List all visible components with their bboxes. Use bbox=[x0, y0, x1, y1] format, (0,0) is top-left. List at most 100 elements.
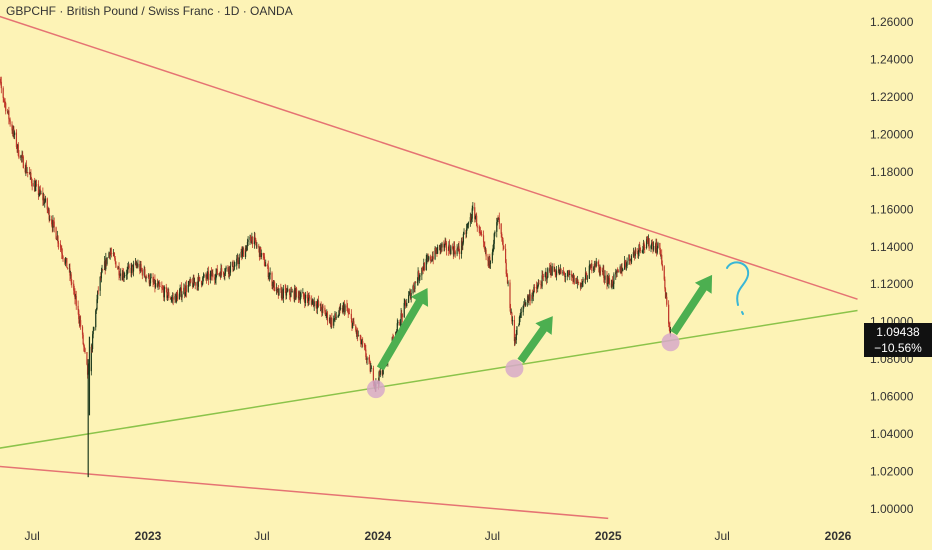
candle-body bbox=[440, 244, 442, 248]
candle-body bbox=[187, 285, 189, 292]
candle-body bbox=[599, 267, 601, 274]
candle-body bbox=[170, 299, 172, 300]
candle-body bbox=[494, 231, 496, 234]
candle-body bbox=[42, 193, 44, 201]
candle-body bbox=[559, 268, 561, 270]
candle-body bbox=[220, 268, 222, 278]
candle-body bbox=[497, 217, 499, 220]
candle-body bbox=[608, 278, 610, 284]
candle-body bbox=[311, 299, 313, 305]
candle-body bbox=[479, 231, 482, 233]
candle-body bbox=[474, 207, 476, 219]
candle-body bbox=[483, 242, 485, 247]
candle-body bbox=[485, 249, 487, 257]
x-tick-label: 2025 bbox=[595, 529, 622, 543]
candle-body bbox=[462, 242, 464, 246]
candle-body bbox=[99, 276, 101, 291]
candle-body bbox=[132, 264, 135, 272]
candle-body bbox=[121, 273, 123, 280]
candle-body bbox=[427, 258, 429, 260]
candle-body bbox=[616, 270, 618, 274]
candle-body bbox=[174, 295, 176, 300]
candle-body bbox=[399, 321, 401, 326]
candle-body bbox=[65, 258, 67, 261]
candle-body bbox=[249, 236, 251, 240]
candle-body bbox=[642, 249, 644, 251]
arrow-shape bbox=[376, 287, 429, 371]
candle-body bbox=[406, 302, 408, 307]
candle-body bbox=[603, 269, 605, 279]
candle-body bbox=[26, 172, 28, 173]
candle-body bbox=[650, 245, 652, 249]
candle-body bbox=[557, 269, 560, 272]
candle-body bbox=[465, 232, 467, 234]
candle-body bbox=[185, 285, 188, 292]
candle-body bbox=[178, 292, 181, 300]
candle-body bbox=[80, 320, 82, 327]
candle-body bbox=[597, 261, 599, 265]
candle-body bbox=[148, 274, 150, 284]
candle-body bbox=[8, 119, 11, 120]
candle-body bbox=[188, 281, 190, 286]
candle-body bbox=[575, 278, 577, 284]
candle-body bbox=[399, 324, 402, 326]
candle-body bbox=[308, 297, 310, 298]
candle-body bbox=[86, 364, 89, 375]
candle-body bbox=[608, 278, 611, 284]
candle-body bbox=[518, 316, 521, 325]
candle-body bbox=[576, 278, 578, 284]
candle-body bbox=[370, 368, 372, 372]
candle-body bbox=[47, 209, 50, 211]
candle-body bbox=[189, 279, 191, 284]
candle-body bbox=[241, 250, 244, 257]
candle-body bbox=[422, 270, 424, 271]
candle-body bbox=[629, 259, 631, 261]
candle-body bbox=[12, 128, 14, 134]
candle-body bbox=[162, 288, 164, 291]
candle-body bbox=[122, 272, 125, 278]
candle-body bbox=[7, 111, 9, 113]
candle-body bbox=[167, 292, 169, 296]
candle-body bbox=[439, 245, 441, 250]
candle-body bbox=[528, 294, 531, 297]
candle-body bbox=[426, 258, 429, 259]
candle-body bbox=[304, 294, 306, 303]
candle-body bbox=[154, 283, 157, 288]
candle-body bbox=[91, 346, 93, 350]
candle-body bbox=[8, 110, 10, 120]
candle-body bbox=[655, 243, 657, 252]
candle-body bbox=[346, 307, 349, 312]
candle-body bbox=[414, 282, 417, 283]
candle-body bbox=[265, 264, 267, 267]
candle-body bbox=[47, 209, 49, 211]
candle-body bbox=[438, 245, 441, 247]
candle-body bbox=[586, 274, 588, 280]
candle-body bbox=[42, 197, 45, 201]
y-tick-label: 1.04000 bbox=[870, 427, 914, 441]
candle-body bbox=[221, 268, 223, 273]
candle-body bbox=[143, 269, 145, 276]
candle-body bbox=[666, 296, 668, 305]
candle-body bbox=[436, 250, 438, 254]
candle-body bbox=[350, 313, 352, 319]
candle-body bbox=[321, 309, 323, 313]
candle-body bbox=[183, 287, 186, 294]
candle-body bbox=[549, 266, 551, 272]
candle-body bbox=[506, 273, 508, 276]
x-tick-label: Jul bbox=[254, 529, 269, 543]
candle-body bbox=[33, 183, 35, 187]
up-arrow-icon bbox=[670, 274, 713, 336]
candle-body bbox=[634, 250, 636, 256]
candle-body bbox=[69, 268, 71, 276]
candle-body bbox=[425, 258, 427, 271]
candle-body bbox=[144, 275, 147, 279]
candle-body bbox=[566, 275, 568, 277]
candle-body bbox=[648, 238, 650, 249]
candle-body bbox=[237, 257, 239, 263]
candle-body bbox=[601, 270, 604, 272]
candle-body bbox=[471, 208, 473, 219]
candle-body bbox=[101, 269, 103, 273]
candle-body bbox=[293, 290, 295, 299]
